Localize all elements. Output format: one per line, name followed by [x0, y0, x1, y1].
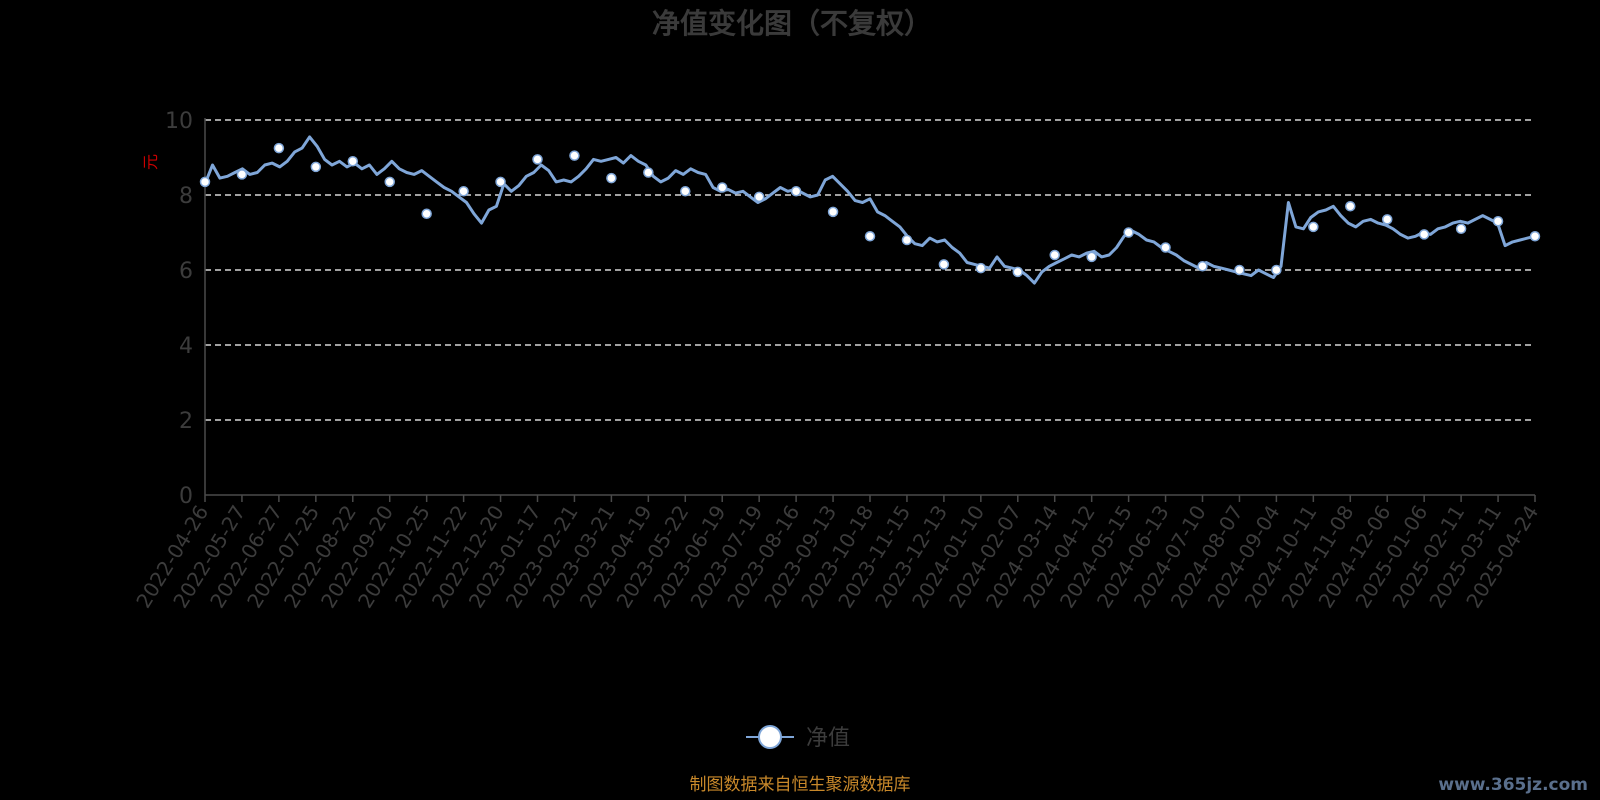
- data-point[interactable]: [827, 206, 839, 218]
- legend-label: 净值: [806, 726, 850, 751]
- data-point[interactable]: [1308, 221, 1319, 233]
- data-point[interactable]: [199, 176, 211, 188]
- data-point[interactable]: [421, 208, 432, 219]
- y-tick-label: 8: [179, 184, 193, 209]
- data-point[interactable]: [495, 176, 506, 188]
- data-point[interactable]: [1381, 214, 1393, 225]
- data-point[interactable]: [1160, 242, 1171, 253]
- data-point[interactable]: [716, 182, 728, 193]
- x-tick-labels: 2022-04-262022-05-272022-06-272022-07-25…: [131, 501, 1543, 612]
- data-point[interactable]: [606, 172, 617, 184]
- data-point[interactable]: [1345, 201, 1356, 212]
- data-point[interactable]: [1197, 261, 1208, 272]
- data-point[interactable]: [1271, 264, 1282, 276]
- data-point[interactable]: [310, 161, 322, 173]
- y-tick-label: 4: [179, 334, 193, 359]
- data-point[interactable]: [1012, 266, 1024, 278]
- data-point[interactable]: [1418, 229, 1430, 240]
- data-point[interactable]: [938, 259, 950, 270]
- data-point[interactable]: [864, 231, 876, 242]
- y-tick-labels: 0 2 4 6 8 10: [165, 109, 193, 509]
- data-point[interactable]: [1049, 249, 1060, 261]
- data-point[interactable]: [753, 191, 765, 203]
- data-point[interactable]: [273, 142, 285, 154]
- data-point[interactable]: [384, 176, 395, 188]
- data-point[interactable]: [975, 262, 987, 274]
- series-nav: [199, 135, 1541, 285]
- y-tick-label: 0: [179, 484, 193, 509]
- data-source-note: 制图数据来自恒生聚源数据库: [690, 775, 911, 795]
- data-point[interactable]: [569, 150, 580, 161]
- data-point[interactable]: [1492, 216, 1504, 227]
- data-point[interactable]: [458, 186, 469, 197]
- data-point[interactable]: [236, 169, 248, 180]
- data-point[interactable]: [1123, 227, 1134, 238]
- data-point[interactable]: [1529, 231, 1541, 242]
- series-line: [203, 135, 1536, 285]
- legend[interactable]: 净值: [746, 725, 850, 751]
- data-point[interactable]: [532, 154, 543, 165]
- data-point[interactable]: [1086, 251, 1097, 263]
- data-point[interactable]: [790, 186, 802, 197]
- data-point[interactable]: [680, 186, 691, 197]
- y-tick-label: 6: [179, 259, 193, 284]
- y-tick-label: 10: [165, 109, 193, 134]
- data-point[interactable]: [901, 234, 913, 246]
- watermark: www.365jz.com: [1438, 775, 1588, 795]
- data-point[interactable]: [1455, 223, 1467, 234]
- data-point[interactable]: [1234, 264, 1245, 276]
- legend-marker-icon: [758, 725, 782, 749]
- y-tick-label: 2: [179, 409, 193, 434]
- grid-lines: [205, 119, 1535, 421]
- data-point[interactable]: [643, 167, 654, 178]
- axes: [204, 118, 1536, 502]
- data-point[interactable]: [347, 156, 359, 167]
- y-axis-unit: 元: [141, 154, 160, 170]
- chart-title: 净值变化图（不复权）: [652, 7, 932, 40]
